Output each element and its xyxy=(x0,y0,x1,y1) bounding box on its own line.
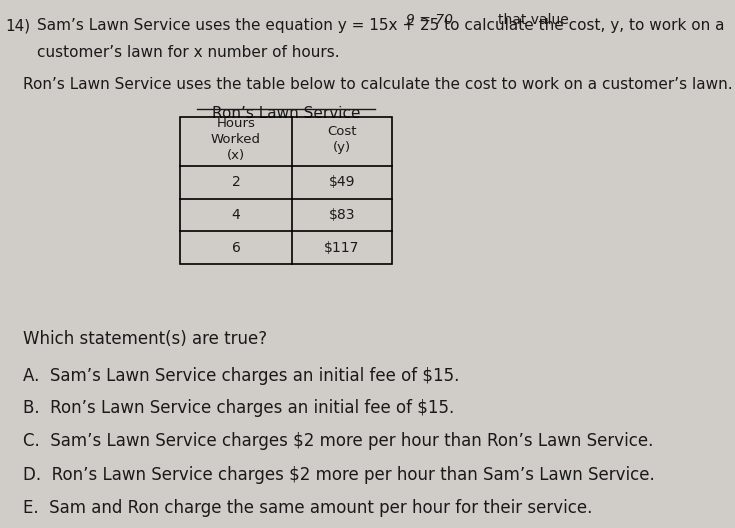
Text: B.  Ron’s Lawn Service charges an initial fee of $15.: B. Ron’s Lawn Service charges an initial… xyxy=(23,399,454,417)
Text: 2: 2 xyxy=(232,175,240,189)
Text: $117: $117 xyxy=(324,241,359,254)
Text: Ron’s Lawn Service: Ron’s Lawn Service xyxy=(212,106,360,120)
Text: Which statement(s) are true?: Which statement(s) are true? xyxy=(23,330,267,348)
Text: E.  Sam and Ron charge the same amount per hour for their service.: E. Sam and Ron charge the same amount pe… xyxy=(23,499,592,517)
Text: customer’s lawn for x number of hours.: customer’s lawn for x number of hours. xyxy=(37,45,340,60)
Text: that value: that value xyxy=(498,13,569,27)
Text: Ron’s Lawn Service uses the table below to calculate the cost to work on a custo: Ron’s Lawn Service uses the table below … xyxy=(23,77,733,91)
Text: Hours
Worked
(x): Hours Worked (x) xyxy=(211,117,261,162)
Text: 14): 14) xyxy=(6,18,31,33)
Text: 6: 6 xyxy=(232,241,240,254)
Text: $83: $83 xyxy=(329,208,355,222)
Text: $49: $49 xyxy=(329,175,355,189)
Text: 9 = 70: 9 = 70 xyxy=(406,13,453,27)
Text: A.  Sam’s Lawn Service charges an initial fee of $15.: A. Sam’s Lawn Service charges an initial… xyxy=(23,367,459,385)
Bar xyxy=(180,117,392,264)
Text: Sam’s Lawn Service uses the equation y = 15x + 25 to calculate the cost, y, to w: Sam’s Lawn Service uses the equation y =… xyxy=(37,18,725,33)
Text: 4: 4 xyxy=(232,208,240,222)
Text: Cost
(y): Cost (y) xyxy=(327,125,356,154)
Text: D.  Ron’s Lawn Service charges $2 more per hour than Sam’s Lawn Service.: D. Ron’s Lawn Service charges $2 more pe… xyxy=(23,466,655,484)
Text: C.  Sam’s Lawn Service charges $2 more per hour than Ron’s Lawn Service.: C. Sam’s Lawn Service charges $2 more pe… xyxy=(23,432,653,450)
